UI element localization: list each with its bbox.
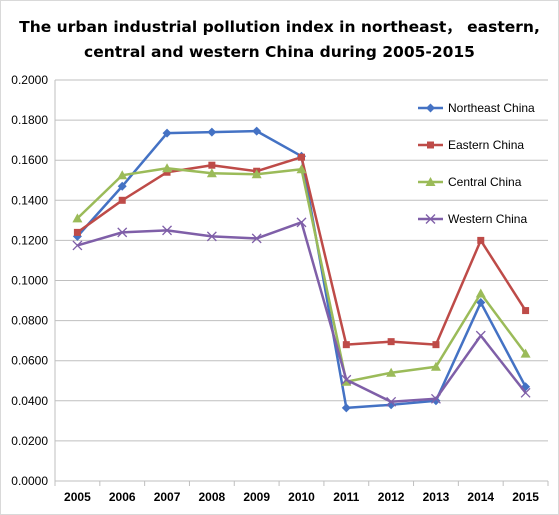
data-point: [430, 393, 441, 404]
series-eastern-china: [73, 153, 530, 349]
x-tick-label: 2014: [467, 490, 494, 504]
chart-title-line-1: The urban industrial pollution index in …: [19, 18, 540, 36]
legend-item: Eastern China: [418, 138, 524, 152]
legend-marker: [426, 103, 435, 113]
data-point: [341, 403, 351, 413]
x-tick-label: 2009: [243, 490, 270, 504]
data-point: [477, 236, 485, 244]
data-point: [475, 288, 486, 298]
x-tick-label: 2010: [288, 490, 315, 504]
legend-label: Eastern China: [448, 138, 524, 152]
data-point: [386, 396, 397, 407]
y-tick-label: 0.0600: [11, 354, 48, 368]
data-point: [296, 217, 307, 228]
y-tick-label: 0.1600: [11, 153, 48, 167]
x-tick-label: 2008: [199, 490, 226, 504]
data-point: [296, 164, 307, 174]
legend-label: Western China: [448, 212, 527, 226]
data-point: [387, 338, 395, 346]
data-point: [341, 374, 352, 385]
series-layer: [72, 126, 531, 413]
legend-label: Central China: [448, 175, 522, 189]
legend-item: Central China: [418, 175, 522, 189]
data-point: [208, 161, 216, 169]
y-tick-label: 0.0400: [11, 394, 48, 408]
data-point: [522, 307, 530, 315]
data-point: [341, 376, 352, 386]
series-western-china: [72, 217, 531, 407]
legend: Northeast China Eastern China Central Chin…: [418, 101, 535, 226]
y-tick-label: 0.1000: [11, 274, 48, 288]
data-point: [117, 227, 128, 238]
data-point: [162, 225, 173, 236]
data-point: [206, 168, 217, 178]
data-point: [430, 361, 441, 371]
series-central-china: [72, 163, 531, 386]
data-point: [252, 126, 262, 136]
data-point: [386, 367, 397, 377]
x-tick-label: 2012: [378, 490, 405, 504]
data-point: [117, 181, 127, 191]
data-point: [342, 341, 350, 349]
data-point: [206, 231, 217, 242]
axes: 0.0000 0.0200 0.0400 0.0600 0.0800 0.1000 0.12…: [11, 73, 549, 504]
y-tick-label: 0.0000: [11, 474, 48, 488]
y-tick-label: 0.1400: [11, 193, 48, 207]
legend-marker: [427, 141, 434, 149]
data-point: [117, 170, 128, 180]
data-point: [162, 128, 172, 138]
data-point: [520, 348, 531, 358]
data-point: [163, 168, 171, 176]
x-tick-label: 2011: [333, 490, 359, 504]
data-point: [251, 169, 262, 179]
chart-title-line-2: central and western China during 2005-20…: [84, 43, 475, 61]
data-point: [298, 153, 305, 161]
data-point: [475, 330, 486, 341]
data-point: [118, 196, 126, 204]
legend-label: Northeast China: [448, 101, 535, 115]
data-point: [73, 228, 81, 236]
data-point: [207, 127, 217, 137]
data-point: [162, 163, 173, 173]
data-point: [476, 298, 486, 308]
data-point: [72, 240, 83, 251]
x-tick-label: 2013: [423, 490, 450, 504]
legend-item: Western China: [418, 212, 527, 226]
data-point: [72, 213, 83, 223]
data-point: [251, 233, 262, 244]
x-tick-label: 2015: [512, 490, 539, 504]
legend-marker: [425, 177, 436, 186]
y-tick-label: 0.0800: [11, 314, 48, 328]
x-tick-label: 2005: [64, 490, 91, 504]
y-tick-label: 0.0200: [11, 434, 48, 448]
legend-item: Northeast China: [418, 101, 535, 115]
data-point: [520, 387, 531, 398]
y-tick-label: 0.1200: [11, 233, 48, 247]
legend-marker: [425, 214, 436, 224]
x-tick-label: 2007: [154, 490, 181, 504]
data-point: [432, 341, 440, 349]
y-tick-label: 0.2000: [11, 73, 48, 87]
x-tick-label: 2006: [109, 490, 136, 504]
gridlines: [55, 79, 548, 442]
y-tick-label: 0.1800: [11, 113, 48, 127]
